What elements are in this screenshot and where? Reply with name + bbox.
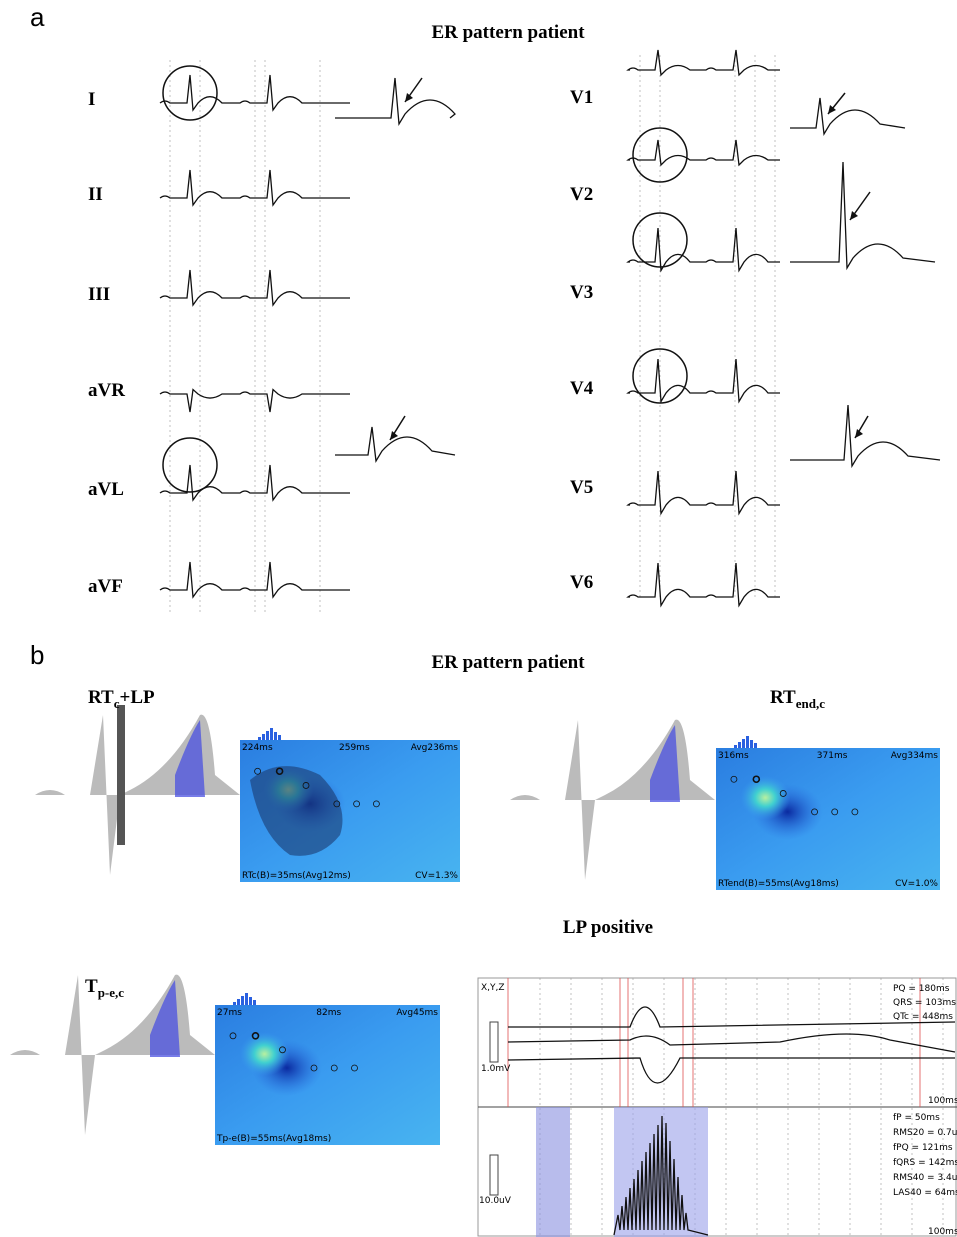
map-avg: Avg45ms <box>396 1008 438 1018</box>
histogram-bar <box>249 997 252 1005</box>
panel-title: ER pattern patient <box>431 652 585 673</box>
histogram-bar <box>274 732 277 740</box>
panel-label: b <box>30 640 44 670</box>
label-sub: end,c <box>796 696 825 711</box>
lead-label: II <box>88 184 103 205</box>
lead-label: aVL <box>88 479 124 500</box>
map <box>716 748 940 890</box>
histogram-bar <box>253 1000 256 1005</box>
histogram-bar <box>262 734 265 740</box>
histogram-bar <box>750 740 753 748</box>
histogram-bar <box>245 993 248 1005</box>
histogram-bar <box>278 735 281 740</box>
map-cv: CV=1.0% <box>895 879 938 889</box>
lp-stat: LAS40 = 64ms <box>893 1188 957 1198</box>
ecg-trace <box>628 471 780 514</box>
panel-label: a <box>30 2 45 32</box>
lead-label: I <box>88 89 95 110</box>
window-bar <box>117 705 125 845</box>
lp-speed: 100ms/ <box>928 1227 957 1237</box>
panel-title: ER pattern patient <box>431 22 585 43</box>
map <box>215 1005 440 1145</box>
map-hot <box>240 1032 290 1076</box>
lp-stat: QTc = 448ms <box>893 1012 953 1022</box>
lp-stat: fQRS = 142ms <box>893 1158 957 1168</box>
label-main: RT <box>770 687 796 708</box>
map-min: 224ms <box>242 743 273 753</box>
inset-trace <box>790 98 905 134</box>
histogram-bar <box>734 745 737 748</box>
waveform <box>510 720 715 880</box>
lead-label: V6 <box>570 572 593 593</box>
inset-trace <box>335 78 455 124</box>
label-rest: +LP <box>120 687 155 708</box>
map-min: 27ms <box>217 1008 242 1018</box>
lead-label: V5 <box>570 477 593 498</box>
lead-label: aVR <box>88 380 125 401</box>
lp-scale: 10.0uV <box>479 1196 512 1206</box>
map-footer: RTend(B)=55ms(Avg18ms) <box>718 879 839 889</box>
histogram-bar <box>258 737 261 740</box>
lp-stat: QRS = 103ms <box>893 998 956 1008</box>
inset-trace <box>790 162 935 268</box>
arrow-head <box>850 211 858 220</box>
lp-stat: fPQ = 121ms <box>893 1143 953 1153</box>
histogram-bar <box>754 743 757 748</box>
map-mid: 259ms <box>339 743 370 753</box>
map-hot <box>740 776 790 820</box>
histogram-bar <box>746 736 749 748</box>
map-cv: CV=1.3% <box>415 871 458 881</box>
waveform <box>35 715 240 875</box>
lp-stat: PQ = 180ms <box>893 984 950 994</box>
arrow-head <box>405 93 413 102</box>
lead-label: V2 <box>570 184 593 205</box>
lead-label: III <box>88 284 110 305</box>
lead-label: V1 <box>570 87 593 108</box>
ecg-trace <box>628 50 780 75</box>
ecg-trace <box>628 359 780 402</box>
label-sub: p-e,c <box>98 985 125 1000</box>
map-mid: 82ms <box>316 1008 341 1018</box>
map-label: RTend,c <box>770 687 825 711</box>
histogram-bar <box>738 742 741 748</box>
map-avg: Avg236ms <box>411 743 459 753</box>
map-mid: 371ms <box>817 751 848 761</box>
map-avg: Avg334ms <box>891 751 939 761</box>
histogram-bar <box>742 739 745 748</box>
lead-label: V3 <box>570 282 593 303</box>
lp-stat: RMS20 = 0.7uV <box>893 1128 957 1138</box>
lp-stat: RMS40 = 3.4uV <box>893 1173 957 1183</box>
lead-label: V4 <box>570 378 594 399</box>
histogram-bar <box>270 728 273 740</box>
label-main: RT <box>88 687 114 708</box>
histogram-bar <box>237 999 240 1005</box>
map-footer: RTc(B)=35ms(Avg12ms) <box>242 871 351 881</box>
highlight-circle <box>163 66 217 120</box>
lp-speed: 100ms/ <box>928 1096 957 1106</box>
lp-band <box>536 1107 570 1237</box>
lp-scale: 1.0mV <box>481 1064 511 1074</box>
section-title: LP positive <box>563 917 653 938</box>
label-main: T <box>85 976 98 997</box>
map-footer: Tp-e(B)=55ms(Avg18ms) <box>216 1134 331 1144</box>
ecg-trace <box>628 228 780 271</box>
map-min: 316ms <box>718 751 749 761</box>
inset-trace <box>790 405 940 466</box>
ecg-trace <box>628 563 780 606</box>
map-label: Tp-e,c <box>85 976 124 1000</box>
lp-axis: X,Y,Z <box>481 983 505 993</box>
ecg-trace <box>628 140 780 165</box>
histogram-bar <box>266 731 269 740</box>
histogram-bar <box>241 996 244 1005</box>
map-label: RTc+LP <box>88 687 155 711</box>
histogram-bar <box>233 1002 236 1005</box>
lp-stat: fP = 50ms <box>893 1113 940 1123</box>
lead-label: aVF <box>88 576 123 597</box>
figure: a ER pattern patient b ER pattern patien… <box>0 0 957 1237</box>
